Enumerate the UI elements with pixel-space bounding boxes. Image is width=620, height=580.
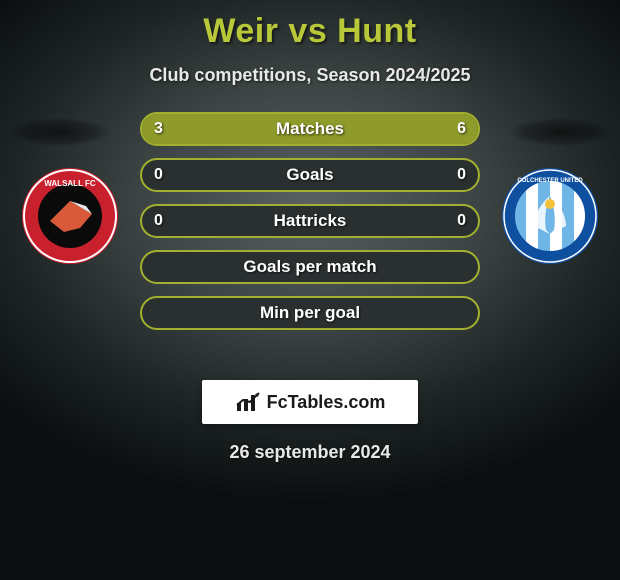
stat-bar-goals-per-match: Goals per match bbox=[140, 250, 480, 284]
stat-value-left: 3 bbox=[154, 120, 163, 138]
stat-label: Min per goal bbox=[142, 303, 478, 323]
badge-left-text: WALSALL FC bbox=[44, 179, 96, 188]
player-shadow-right bbox=[510, 118, 610, 146]
team-badge-left: WALSALL FC bbox=[20, 166, 120, 266]
date-text: 26 september 2024 bbox=[0, 442, 620, 463]
stat-value-right: 0 bbox=[457, 212, 466, 230]
team-badge-right: COLCHESTER UNITED bbox=[500, 166, 600, 266]
stat-bar-matches: 36Matches bbox=[140, 112, 480, 146]
stat-bar-min-per-goal: Min per goal bbox=[140, 296, 480, 330]
stat-bar-hattricks: 0 0Hattricks bbox=[140, 204, 480, 238]
stat-value-right: 0 bbox=[457, 166, 466, 184]
stat-value-left: 0 bbox=[154, 212, 163, 230]
stat-value-left: 0 bbox=[154, 166, 163, 184]
stat-label: Goals per match bbox=[142, 257, 478, 277]
page-title: Weir vs Hunt bbox=[0, 12, 620, 51]
player-shadow-left bbox=[10, 118, 110, 146]
chart-icon bbox=[235, 391, 263, 413]
stat-label: Goals bbox=[142, 165, 478, 185]
bar-fill-right bbox=[253, 114, 478, 144]
site-logo-text: FcTables.com bbox=[267, 392, 386, 413]
stat-bars: 36Matches00Goals00HattricksGoals per mat… bbox=[140, 112, 480, 342]
page-subtitle: Club competitions, Season 2024/2025 bbox=[0, 65, 620, 86]
site-logo: FcTables.com bbox=[202, 380, 418, 424]
stat-bar-goals: 0 0Goals bbox=[140, 158, 480, 192]
badge-right-text: COLCHESTER UNITED bbox=[517, 178, 583, 184]
comparison-arena: WALSALL FC bbox=[0, 112, 620, 372]
stat-value-right: 6 bbox=[457, 120, 466, 138]
stat-label: Hattricks bbox=[142, 211, 478, 231]
